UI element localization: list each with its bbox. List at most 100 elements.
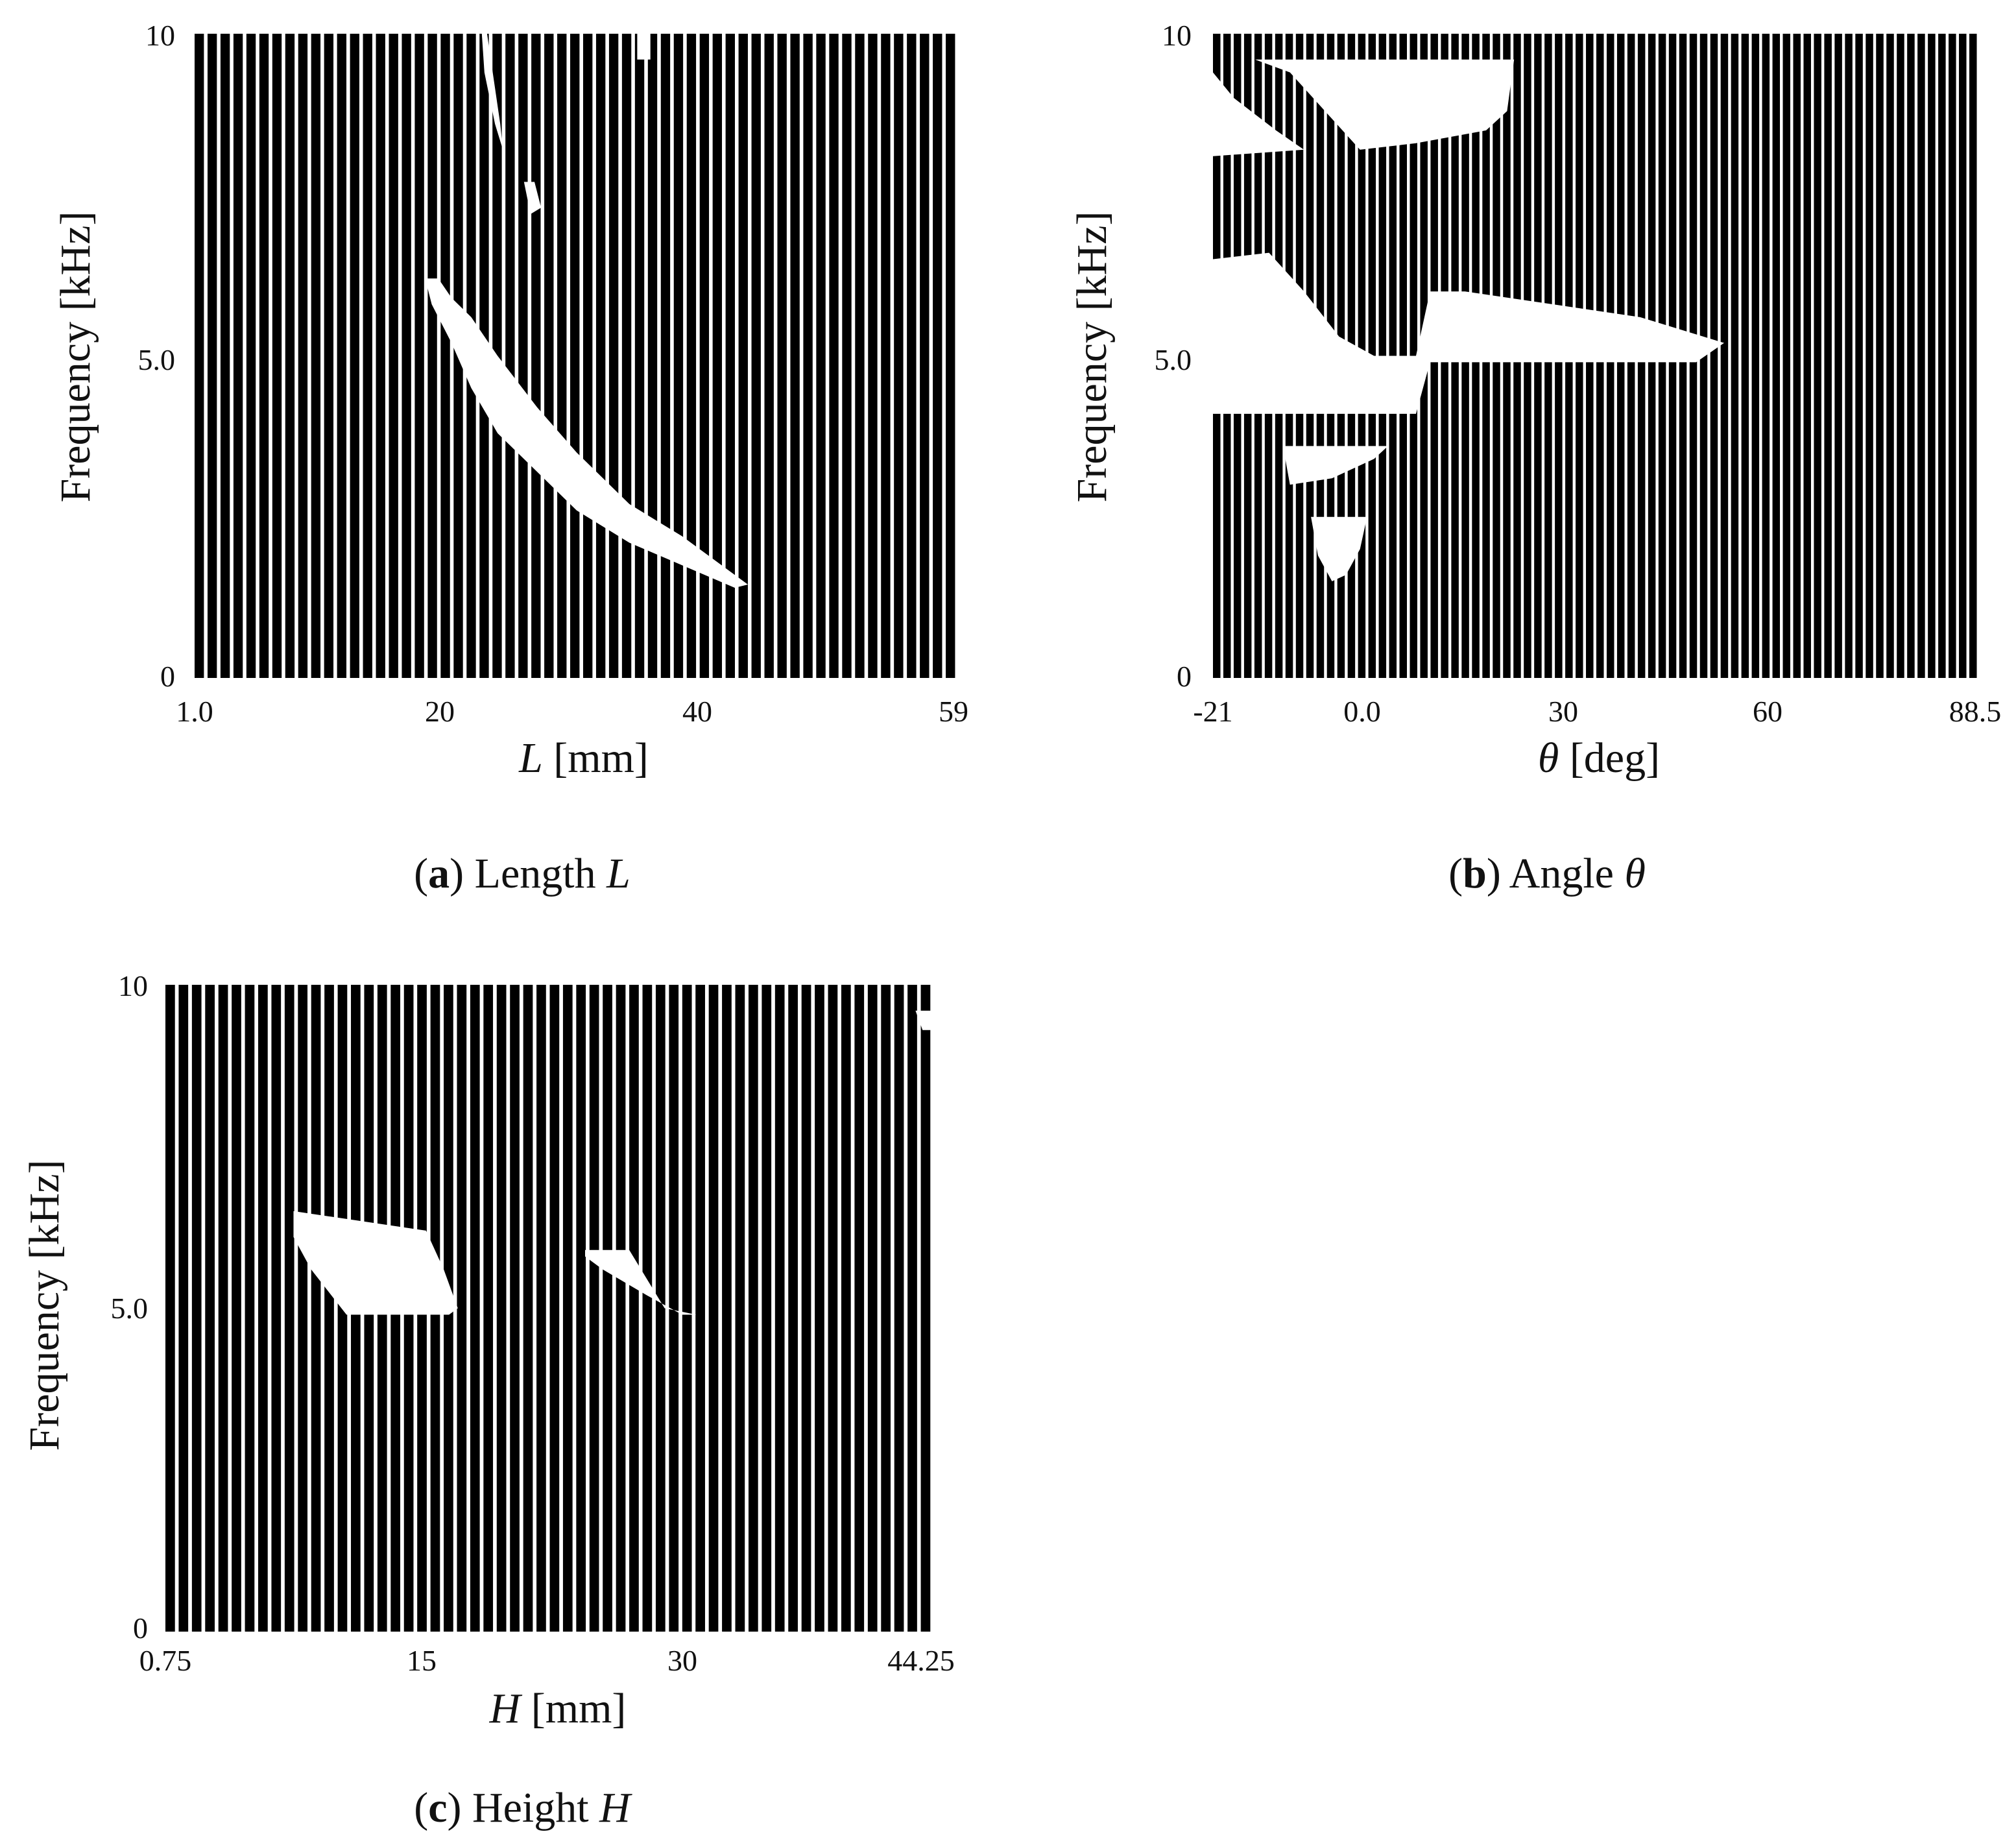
panel-b-ytick-2: 10 [1162, 19, 1192, 52]
panel-a-strip [907, 34, 916, 678]
panel-c-strip [536, 985, 546, 1632]
panel-b-xtick-3: 60 [1753, 695, 1782, 728]
panel-c-ylabel: Frequency [kHz] [21, 1160, 68, 1451]
panel-b-strip [1949, 34, 1956, 678]
panel-c-strip [881, 985, 891, 1632]
panel-b-strip [1824, 34, 1832, 678]
panel-b-ytick-1: 5.0 [1155, 343, 1192, 376]
panel-a-strip [803, 34, 812, 678]
panel-b: Frequency [kHz] 0 5.0 10 -21 0.0 30 60 8… [1068, 19, 2001, 897]
panel-c-strip [497, 985, 507, 1632]
panel-c-strip [457, 985, 466, 1632]
panel-c-strip [192, 985, 202, 1632]
panel-a-strip [661, 34, 670, 678]
panel-c-strip [695, 985, 705, 1632]
panel-c-strip [271, 985, 281, 1632]
panel-b-strip [1928, 34, 1936, 678]
panel-c-strip [178, 985, 188, 1632]
panel-b-strip [1897, 34, 1904, 678]
panel-c-strips [165, 985, 930, 1632]
panel-c-strip [762, 985, 771, 1632]
panel-c-ytick-1: 5.0 [111, 1292, 149, 1325]
panel-c-strip [311, 985, 321, 1632]
panel-a-strip [790, 34, 799, 678]
panel-a-strips [195, 34, 955, 678]
panel-c-strip [736, 985, 745, 1632]
panel-a-strip [622, 34, 631, 678]
panel-a-xtick-1: 20 [425, 695, 455, 728]
panel-a-strip [570, 34, 579, 678]
panel-c-ytick-0: 0 [133, 1612, 148, 1645]
panel-a-strip [402, 34, 411, 678]
panel-b-strip [1783, 34, 1791, 678]
panel-a-strip [221, 34, 230, 678]
panel-c-strip [643, 985, 653, 1632]
panel-b-strip [1814, 34, 1821, 678]
panel-a-strip [195, 34, 204, 678]
panel-c-strip [868, 985, 878, 1632]
panel-b-strip [1742, 34, 1749, 678]
panel-c-strip [669, 985, 678, 1632]
panel-a-strip [337, 34, 346, 678]
panel-c-strip [629, 985, 639, 1632]
panel-a-strip [440, 34, 450, 678]
panel-c-white-region-2 [585, 1250, 697, 1315]
panel-c-strip [563, 985, 573, 1632]
panel-a-strip [285, 34, 294, 678]
panel-c-strip [841, 985, 851, 1632]
panel-b-strip [1866, 34, 1873, 678]
panel-b-ytick-0: 0 [1177, 660, 1192, 693]
panel-c: Frequency [kHz] 0 5.0 10 0.75 15 30 44.2… [21, 969, 955, 1831]
panel-a-strip [557, 34, 566, 678]
panel-c-strip [722, 985, 732, 1632]
panel-a-strip [208, 34, 217, 678]
panel-c-plot [165, 985, 933, 1632]
panel-c-strip [523, 985, 533, 1632]
panel-b-xtick-1: 0.0 [1343, 695, 1381, 728]
panel-c-strip [576, 985, 586, 1632]
panel-b-strip [1762, 34, 1770, 678]
panel-a-ylabel: Frequency [kHz] [52, 211, 99, 503]
panel-a-white-region-4 [637, 34, 650, 60]
panel-c-strip [245, 985, 255, 1632]
panel-c-strip [483, 985, 493, 1632]
panel-a-strip [234, 34, 243, 678]
panel-a-strip [635, 34, 644, 678]
panel-a-strip [700, 34, 709, 678]
panel-a-strip [674, 34, 683, 678]
panel-b-strip [1721, 34, 1729, 678]
panel-a-strip [311, 34, 320, 678]
panel-a-strip [855, 34, 864, 678]
panel-c-strip [709, 985, 719, 1632]
panel-c-xtick-1: 15 [407, 1644, 437, 1677]
panel-a-strip [246, 34, 256, 678]
panel-c-strip [828, 985, 838, 1632]
panel-c-xtick-0: 0.75 [139, 1644, 192, 1677]
panel-a-xlabel: L [mm] [518, 734, 649, 782]
panel-c-strip [749, 985, 758, 1632]
panel-a-strip [414, 34, 424, 678]
panel-c-xlabel: H [mm] [489, 1685, 627, 1732]
panel-a-strip [609, 34, 618, 678]
panel-a-strip [324, 34, 333, 678]
panel-c-xtick-3: 44.25 [887, 1644, 955, 1677]
panel-a-strip [894, 34, 903, 678]
panel-c-strip [590, 985, 599, 1632]
panel-a-strip [881, 34, 890, 678]
panel-a-strip [427, 34, 437, 678]
panel-a-strip [648, 34, 657, 678]
panel-a: Frequency [kHz] 0 5.0 10 1.0 20 40 59 L … [52, 19, 968, 897]
panel-c-strip [682, 985, 692, 1632]
panel-a-strip [505, 34, 514, 678]
panel-a-strip [777, 34, 786, 678]
panel-a-strip [298, 34, 307, 678]
panel-c-strip [510, 985, 520, 1632]
panel-b-strip [1803, 34, 1811, 678]
panel-c-strip [205, 985, 215, 1632]
panel-a-strip [350, 34, 359, 678]
panel-a-strip [389, 34, 398, 678]
panel-c-strip [550, 985, 560, 1632]
panel-c-strip [775, 985, 785, 1632]
panel-b-strip [1752, 34, 1760, 678]
panel-c-strip [603, 985, 612, 1632]
